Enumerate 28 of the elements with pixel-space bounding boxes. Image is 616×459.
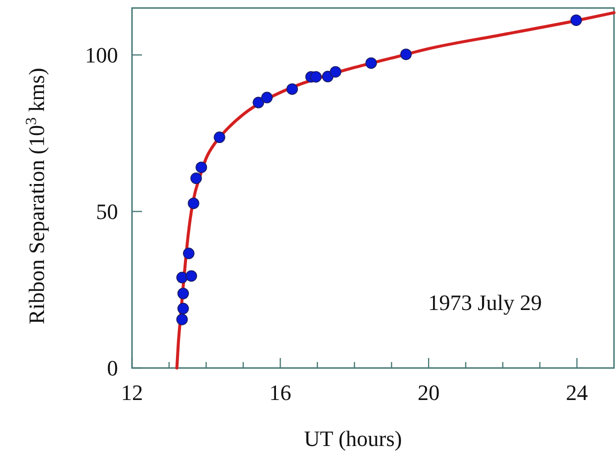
y-tick-label: 100: [85, 42, 118, 68]
point: [176, 314, 188, 326]
point: [177, 288, 189, 300]
point: [182, 248, 194, 260]
point: [261, 92, 273, 104]
point: [310, 71, 322, 83]
point: [330, 66, 342, 78]
point: [177, 302, 189, 314]
point: [286, 83, 298, 95]
point: [196, 162, 208, 174]
x-tick-label: 16: [269, 380, 292, 405]
point: [252, 96, 264, 108]
line-series: [175, 11, 616, 370]
point: [570, 14, 582, 26]
point: [400, 48, 412, 60]
y-tick-label: 50: [96, 199, 118, 224]
x-tick-label: 20: [418, 380, 440, 405]
x-axis-title: UT (hours): [304, 426, 402, 451]
point: [190, 172, 202, 184]
point: [365, 57, 377, 69]
point: [188, 198, 200, 210]
y-tick-label: 0: [107, 356, 118, 381]
point: [186, 270, 198, 282]
x-tick-label: 12: [121, 380, 143, 405]
point: [214, 132, 226, 144]
point: [176, 272, 188, 284]
annotation: 1973 July 29: [428, 290, 542, 315]
x-tick-label: 24: [566, 380, 588, 405]
